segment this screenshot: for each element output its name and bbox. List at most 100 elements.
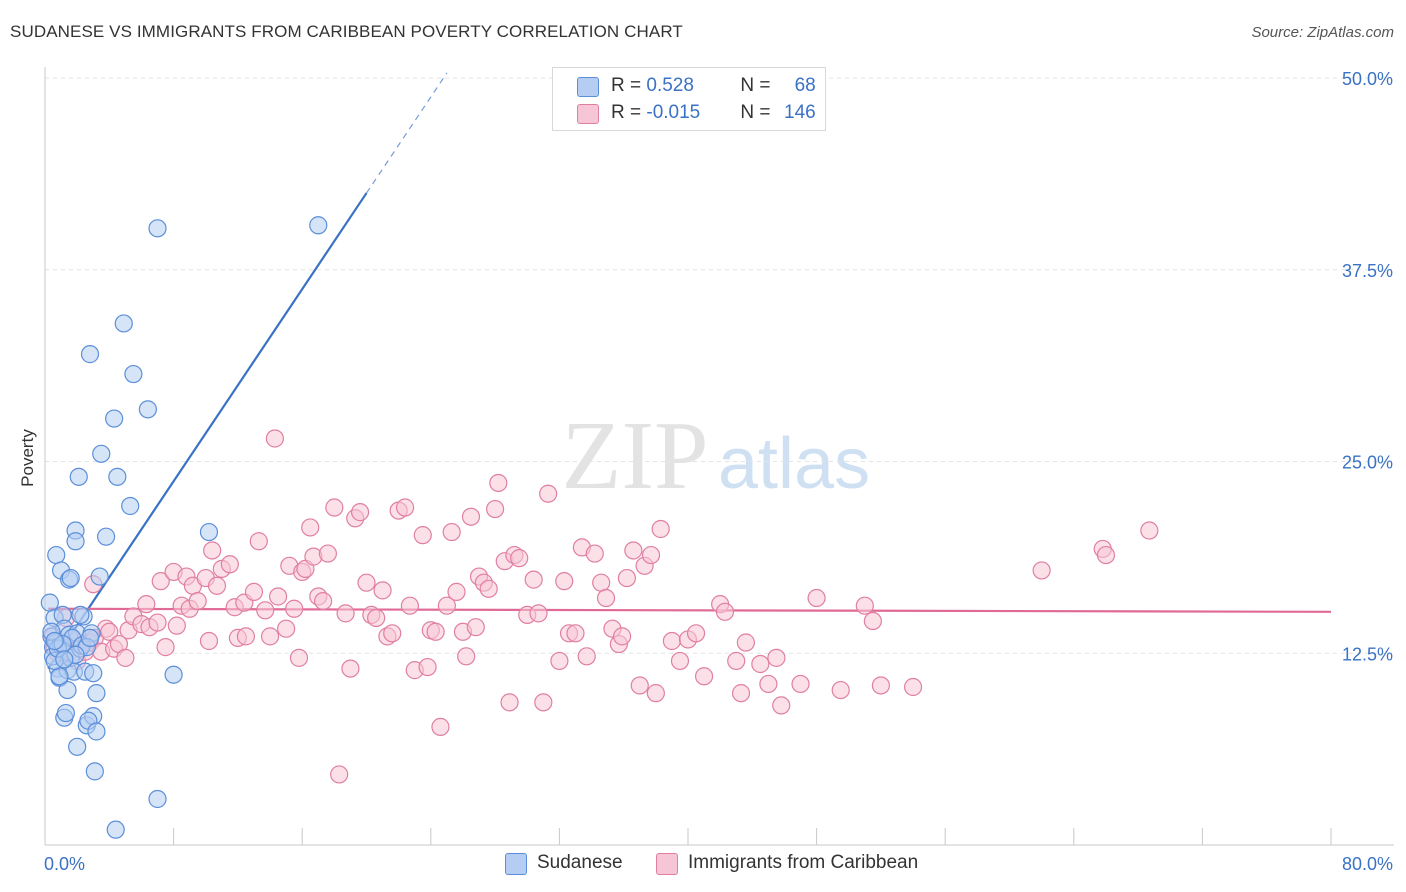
sudanese-point: [55, 650, 74, 669]
sudanese-point: [148, 219, 167, 238]
caribbean-point: [203, 541, 222, 560]
caribbean-point: [863, 611, 882, 631]
caribbean-point: [260, 627, 280, 646]
caribbean-point: [577, 647, 596, 666]
legend-n-label: N =: [740, 75, 776, 96]
sudanese-point: [199, 522, 219, 542]
caribbean-point: [413, 526, 432, 545]
sudanese-point: [92, 444, 111, 463]
caribbean-point: [437, 596, 456, 615]
sudanese-point: [69, 467, 88, 486]
caribbean-point: [167, 616, 186, 635]
sudanese-point: [114, 314, 133, 333]
caribbean-point: [539, 484, 558, 503]
y-tick-label: 37.5%: [1342, 261, 1393, 281]
caribbean-point: [244, 582, 264, 601]
caribbean-point: [466, 618, 485, 637]
caribbean-point: [457, 647, 476, 666]
caribbean-point: [727, 651, 746, 671]
sudanese-point: [84, 664, 103, 683]
legend-r-value: 0.528: [646, 75, 694, 96]
caribbean-point: [807, 588, 826, 608]
sudanese-point: [40, 593, 59, 612]
sudanese-point: [68, 737, 87, 756]
series-legend: Sudanese Immigrants from Caribbean: [0, 852, 1406, 876]
caribbean-point: [220, 555, 239, 574]
caribbean-point: [592, 573, 611, 592]
sudanese-point: [58, 680, 77, 700]
sudanese-point: [87, 722, 106, 741]
caribbean-point: [751, 654, 770, 674]
caribbean-point: [903, 677, 923, 697]
gridlines: [45, 77, 1392, 654]
y-axis-label: Poverty: [18, 429, 37, 487]
sudanese-point: [66, 532, 85, 551]
sudanese-point: [80, 628, 100, 648]
caribbean-point: [550, 651, 569, 671]
caribbean-point: [555, 572, 574, 591]
data-points: [40, 216, 1159, 839]
caribbean-point: [670, 651, 690, 671]
caribbean-point: [566, 624, 585, 643]
caribbean-point: [694, 667, 714, 686]
caribbean-point: [188, 591, 207, 611]
caribbean-point: [1140, 521, 1159, 540]
caribbean-point: [630, 676, 649, 695]
sudanese-point: [148, 789, 167, 809]
sudanese-point: [56, 703, 75, 723]
caribbean-point: [100, 622, 119, 641]
y-tick-label: 12.5%: [1342, 644, 1393, 664]
caribbean-point: [357, 573, 376, 592]
sudanese-point: [80, 345, 100, 364]
caribbean-point: [383, 624, 402, 643]
caribbean-point: [301, 518, 320, 537]
series-label-caribbean: Immigrants from Caribbean: [688, 852, 919, 873]
sudanese-point: [106, 820, 125, 839]
sudanese-point: [105, 409, 124, 428]
caribbean-point: [731, 684, 751, 703]
caribbean-point: [289, 648, 309, 667]
caribbean-point: [871, 676, 891, 695]
sudanese-point: [47, 545, 66, 565]
caribbean-point: [350, 503, 370, 522]
watermark-atlas: atlas: [718, 424, 870, 504]
caribbean-point: [268, 587, 288, 606]
caribbean-point: [612, 627, 632, 646]
legend-swatch-sudanese: [577, 77, 599, 97]
caribbean-point: [442, 522, 461, 542]
caribbean-point: [156, 638, 175, 657]
sudanese-trend-extension: [366, 72, 448, 194]
series-swatch-caribbean: [656, 853, 678, 875]
caribbean-point: [500, 693, 519, 712]
caribbean-point: [249, 532, 268, 551]
caribbean-point: [855, 596, 874, 615]
caribbean-point: [330, 765, 349, 784]
legend-r-value: -0.015: [646, 102, 701, 123]
caribbean-point: [265, 429, 284, 448]
caribbean-point: [256, 601, 275, 620]
y-tick-label: 50.0%: [1342, 69, 1393, 89]
caribbean-point: [431, 717, 450, 736]
chart-title: SUDANESE VS IMMIGRANTS FROM CARIBBEAN PO…: [10, 22, 683, 41]
sudanese-point: [90, 567, 109, 586]
x-tick-label: 80.0%: [1342, 854, 1393, 874]
caribbean-point: [151, 572, 170, 591]
x-tick-label: 0.0%: [44, 854, 85, 874]
sudanese-point: [164, 665, 183, 684]
caribbean-point: [662, 631, 682, 651]
caribbean-point: [395, 498, 415, 517]
source-credit: Source: ZipAtlas.com: [1251, 24, 1394, 41]
sudanese-point: [124, 364, 143, 384]
caribbean-point: [767, 648, 786, 667]
caribbean-point: [772, 696, 791, 715]
sudanese-point: [121, 496, 140, 516]
caribbean-point: [325, 498, 344, 517]
caribbean-point: [534, 693, 553, 712]
sudanese-point: [61, 568, 80, 588]
legend-r-label: R =: [611, 75, 647, 96]
sudanese-point: [309, 216, 328, 235]
tick-labels: 12.5% 25.0% 37.5% 50.0% 0.0% 80.0%: [44, 69, 1393, 874]
caribbean-point: [418, 657, 437, 677]
caribbean-point: [236, 627, 256, 646]
